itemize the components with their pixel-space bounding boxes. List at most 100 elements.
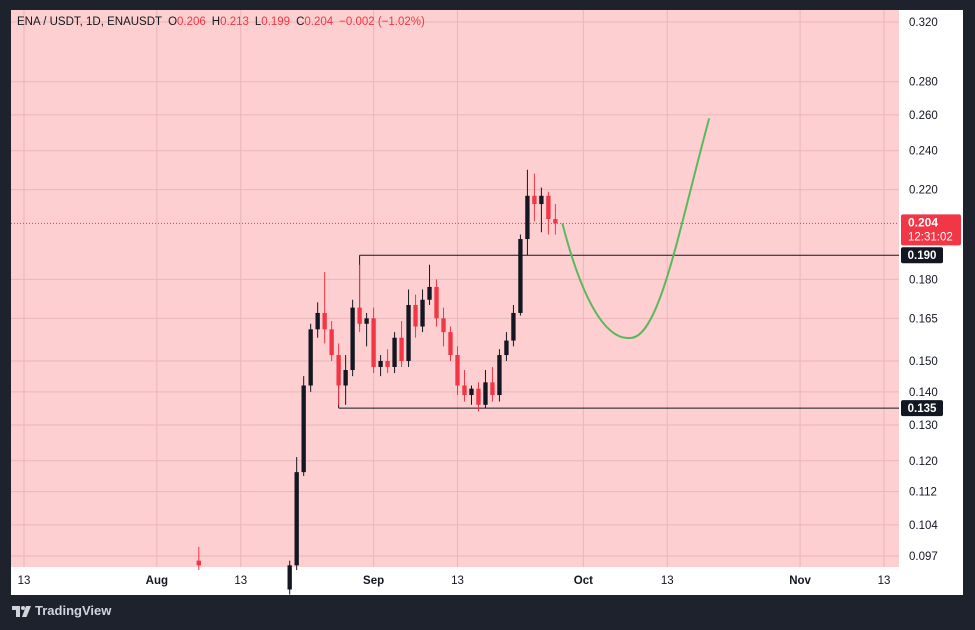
candle (413, 294, 418, 338)
tradingview-footer[interactable]: TradingView (12, 603, 111, 618)
candle-body (301, 385, 306, 473)
price-tick-label: 0.150 (909, 356, 938, 368)
candle-body (406, 304, 411, 361)
open-value: 0.206 (177, 16, 206, 28)
candle (504, 332, 509, 361)
low-label: L (254, 16, 262, 28)
candle-body (518, 239, 523, 313)
axis-labels: 0.320 0.280 0.260 0.240 0.220 0.180 0.165 0.150… (18, 17, 961, 587)
candle-body (483, 382, 488, 405)
candle (315, 302, 320, 338)
projection-curve (561, 118, 711, 339)
time-tick-label: 13 (451, 575, 464, 587)
price-tick-label: 0.280 (909, 77, 938, 89)
candle-body (287, 565, 292, 590)
symbol-legend[interactable]: ENA / USDT, 1D, ENAUSDT O0.206 H0.213 L0.19… (17, 16, 425, 28)
candle (483, 370, 488, 409)
candle-body (539, 195, 544, 205)
candle-body (322, 312, 327, 330)
open-label: O (168, 16, 178, 28)
price-tick-label: 0.120 (909, 456, 938, 468)
time-tick-label: Sep (363, 575, 384, 587)
high-label: H (211, 16, 221, 28)
candle-body (427, 286, 432, 300)
candle-body (371, 318, 376, 367)
price-scale[interactable] (899, 10, 963, 567)
candle (392, 332, 397, 374)
candle (406, 289, 411, 367)
candle (455, 346, 460, 396)
candle-body (378, 360, 383, 367)
grid-lines (11, 10, 899, 567)
level-price-label: 0.190 (908, 250, 937, 262)
high-value: 0.213 (220, 16, 249, 28)
price-tick-label: 0.220 (909, 185, 938, 197)
candle (322, 272, 327, 344)
candle-body (413, 304, 418, 327)
candle (399, 321, 404, 367)
candle-body (350, 307, 355, 371)
current-price-label: 0.204 (908, 215, 938, 229)
candle (539, 187, 544, 233)
candle-body (336, 355, 341, 386)
candle-body (525, 195, 530, 240)
candle-body (294, 472, 299, 566)
symbol-title: ENA / USDT, 1D, ENAUSDT (17, 16, 163, 28)
low-value: 0.199 (261, 16, 291, 28)
time-tick-label: 13 (878, 575, 891, 587)
candle (196, 546, 201, 571)
candle-body (399, 337, 404, 361)
time-tick-label: 13 (234, 575, 247, 587)
candle-body (329, 329, 334, 356)
candle-body (364, 318, 369, 324)
change-value: −0.002 (−1.02%) (339, 16, 425, 28)
price-tick-label: 0.112 (909, 487, 937, 499)
candle (497, 349, 502, 402)
candle (287, 560, 292, 595)
candle-body (308, 329, 313, 386)
candle (511, 304, 516, 347)
candle-body (315, 312, 320, 330)
candle-body (490, 382, 495, 396)
candle (329, 321, 334, 361)
price-tick-label: 0.180 (909, 274, 938, 286)
candle (350, 299, 355, 377)
time-tick-label: 13 (18, 575, 31, 587)
candle (364, 312, 369, 347)
candles (196, 169, 558, 595)
current-price-badge (901, 214, 961, 246)
level-price-badge (901, 400, 943, 417)
candle-body (343, 370, 348, 386)
candle-body (504, 340, 509, 356)
candle (427, 264, 432, 305)
price-tick-label: 0.165 (909, 313, 938, 325)
time-tick-label: Aug (146, 575, 168, 587)
candle-body (420, 299, 425, 327)
candle (553, 204, 558, 235)
price-tick-label: 0.097 (909, 551, 938, 563)
candle (476, 382, 481, 412)
candle-body (392, 337, 397, 367)
candle-body (385, 360, 390, 367)
candle-body (532, 195, 537, 205)
candle-body (196, 560, 201, 566)
candle (420, 289, 425, 333)
close-value: 0.204 (304, 16, 334, 28)
time-scale[interactable] (11, 567, 963, 595)
candle (301, 376, 306, 476)
candle-body (462, 385, 467, 396)
candle (462, 370, 467, 402)
candle (469, 385, 474, 405)
candle-body (434, 286, 439, 319)
brand-name: TradingView (35, 603, 112, 618)
price-tick-label: 0.260 (909, 110, 938, 122)
plot-area[interactable] (11, 10, 899, 567)
price-tick-label: 0.320 (909, 17, 938, 29)
price-tick-label: 0.240 (909, 146, 938, 158)
candle (357, 264, 362, 333)
candle (378, 355, 383, 377)
candle (518, 234, 523, 316)
time-tick-label: Nov (789, 575, 811, 587)
candle (385, 349, 390, 374)
